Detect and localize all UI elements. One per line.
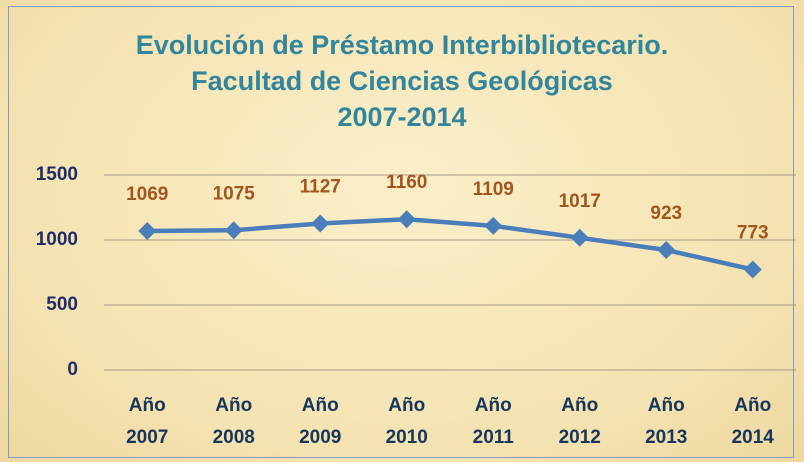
data-label: 773 <box>737 223 769 244</box>
x-tick-label: Año 2011 <box>472 395 514 448</box>
data-label: 1069 <box>126 184 168 205</box>
x-tick-label: Año 2010 <box>385 395 428 448</box>
y-tick-label: 1000 <box>36 229 78 250</box>
chart-frame <box>8 6 794 458</box>
x-tick-label: Año 2008 <box>212 395 255 448</box>
marker <box>311 214 330 233</box>
data-label: 1109 <box>473 179 514 200</box>
data-label: 1127 <box>300 177 341 198</box>
marker <box>397 210 416 229</box>
data-label: 923 <box>650 203 682 224</box>
data-label: 1160 <box>386 172 427 193</box>
x-tick-label: Año 2009 <box>299 395 342 448</box>
chart-title: Facultad de Ciencias Geológicas <box>191 66 613 96</box>
x-tick-label: Año 2007 <box>126 395 169 448</box>
marker <box>484 216 503 235</box>
marker <box>743 260 762 279</box>
x-tick-label: Año 2013 <box>645 395 688 448</box>
y-tick-label: 0 <box>67 359 78 380</box>
marker <box>570 228 589 247</box>
data-label: 1075 <box>213 183 256 204</box>
marker <box>138 222 157 241</box>
y-tick-label: 500 <box>46 294 78 315</box>
x-tick-label: Año 2012 <box>558 395 601 448</box>
chart-title: Evolución de Préstamo Interbibliotecario… <box>135 30 669 60</box>
marker <box>224 221 243 240</box>
marker <box>657 241 676 260</box>
line <box>147 216 754 272</box>
chart-title: 2007-2014 <box>337 102 467 132</box>
x-tick-label: Año 2014 <box>731 395 774 448</box>
y-tick-label: 1500 <box>36 164 78 185</box>
data-label: 1017 <box>559 191 601 212</box>
